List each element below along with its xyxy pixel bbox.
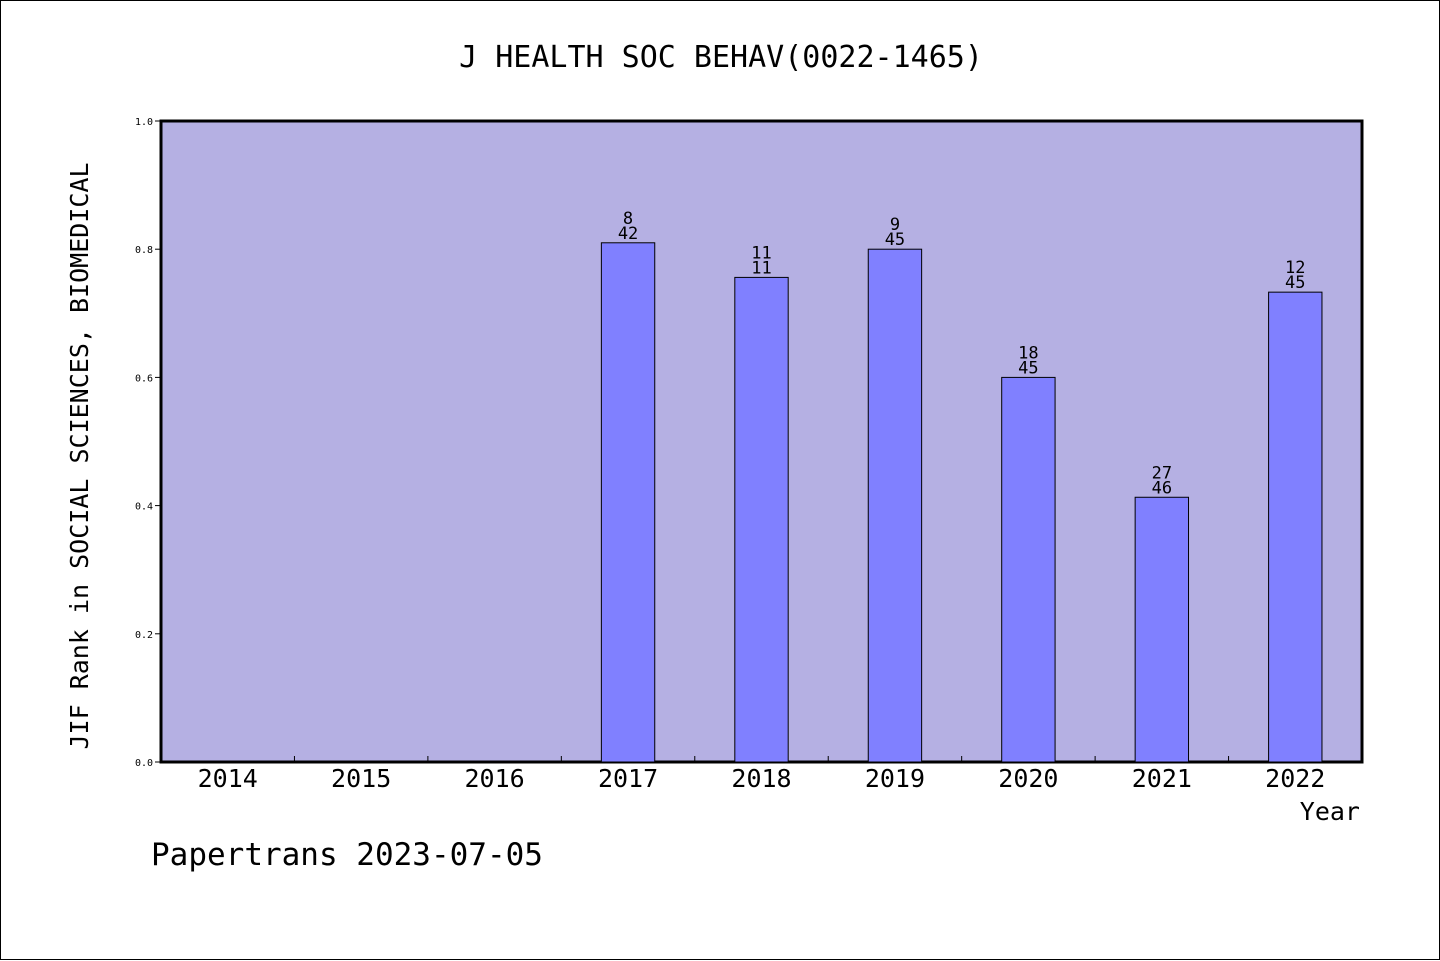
y-tick-label: 0.0: [135, 758, 153, 769]
bar-label-rank: 18: [1018, 343, 1038, 363]
x-tick-label: 2015: [331, 764, 391, 793]
bar: [600, 242, 656, 763]
bar-label-rank: 12: [1285, 258, 1305, 278]
x-tick-label: 2017: [598, 764, 658, 793]
y-axis-title: JIF Rank in SOCIAL SCIENCES, BIOMEDICAL: [65, 163, 94, 750]
bar: [1001, 376, 1056, 763]
x-tick-label: 2021: [1132, 764, 1192, 793]
bar-label-rank: 8: [623, 209, 633, 229]
bar-label-total: 46: [1152, 478, 1172, 498]
x-tick-label: 2019: [865, 764, 925, 793]
bar-label-total: 45: [885, 230, 905, 250]
x-tick-label: 2016: [465, 764, 525, 793]
bar-label-rank: 9: [890, 215, 900, 235]
footer-text: Papertrans 2023-07-05: [151, 837, 543, 873]
y-axis: 0.0 0.2 0.4 0.6 0.8 1.0: [135, 117, 161, 769]
x-tick-label: 2020: [998, 764, 1058, 793]
x-axis: 2014 2015 2016 2017 2018 2019 2020 2021 2022: [198, 756, 1325, 793]
bars: [600, 242, 1323, 763]
y-tick-label: 1.0: [135, 117, 153, 128]
bar-label-total: 11: [751, 258, 771, 278]
x-tick-label: 2014: [198, 764, 258, 793]
bar-label-total: 45: [1285, 273, 1305, 293]
bar: [734, 276, 789, 763]
bar-label-rank: 27: [1152, 463, 1172, 483]
x-axis-title: Year: [1300, 797, 1360, 826]
x-tick-label: 2022: [1265, 764, 1325, 793]
y-tick-label: 0.4: [135, 502, 153, 513]
y-tick-label: 0.2: [135, 630, 153, 641]
x-tick-label: 2018: [731, 764, 791, 793]
bar: [1268, 291, 1323, 763]
bar: [1134, 496, 1190, 763]
bar-label-rank: 11: [751, 243, 771, 263]
chart-title: J HEALTH SOC BEHAV(0022-1465): [459, 40, 983, 75]
bar: [867, 248, 923, 763]
y-tick-label: 0.8: [135, 245, 153, 256]
bar-label-total: 45: [1018, 358, 1038, 378]
bar-label-total: 42: [618, 224, 638, 244]
y-tick-label: 0.6: [135, 373, 153, 384]
